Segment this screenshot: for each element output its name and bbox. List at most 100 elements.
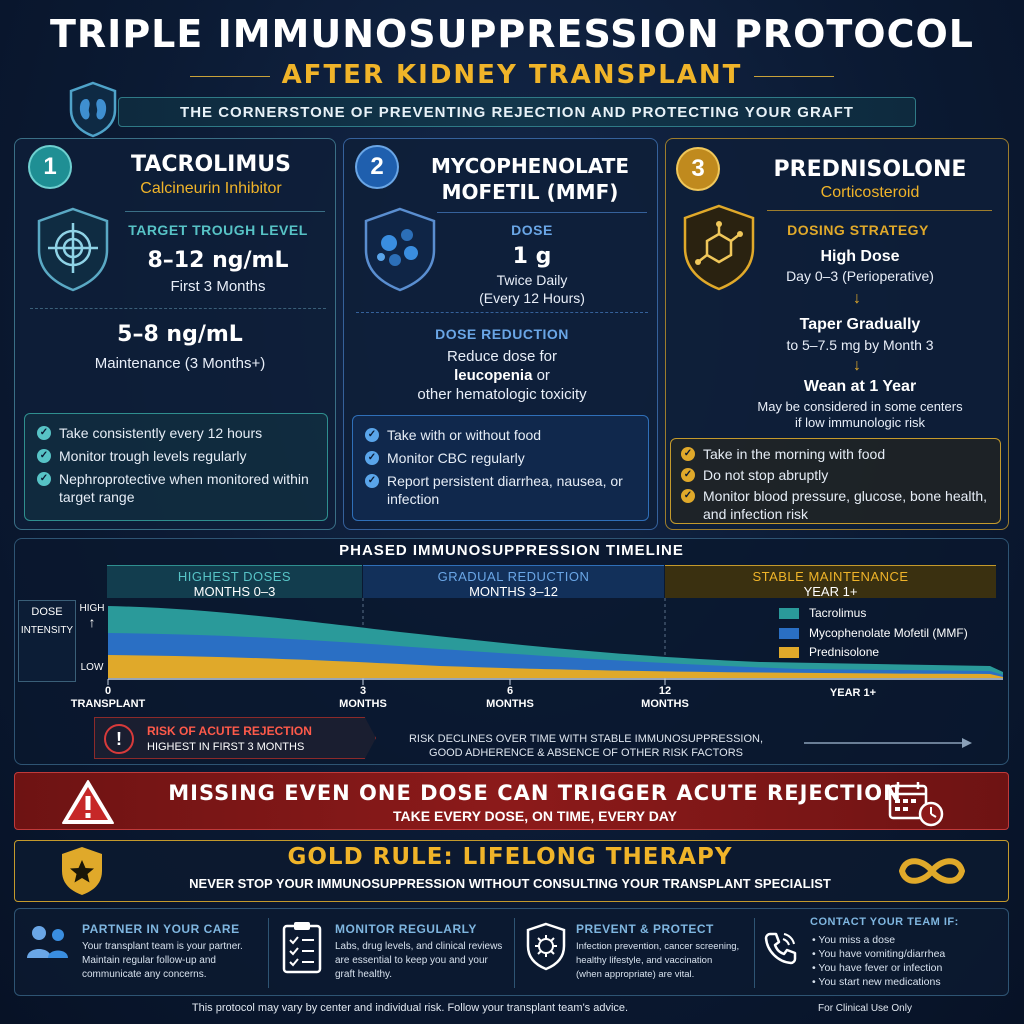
legend-swatch — [779, 646, 799, 658]
dashed-separator — [30, 308, 326, 309]
check-icon: ✓ — [681, 468, 695, 482]
contact-list: • You miss a dose • You have vomiting/di… — [812, 933, 1002, 989]
footer-divider — [514, 918, 515, 988]
reduction-line1: Reduce dose for — [446, 348, 558, 365]
list-item: ✓ Do not stop abruptly — [681, 466, 990, 484]
dose-label: DOSE — [511, 222, 553, 238]
drug-name-prednisolone: PREDNISOLONE — [773, 157, 967, 182]
check-icon: ✓ — [681, 447, 695, 461]
arrow-up-icon: ↑ — [88, 614, 96, 630]
phone-icon — [762, 930, 798, 966]
kidney-shield-icon — [66, 80, 120, 138]
mmf-card — [343, 138, 658, 530]
legend-prednisolone: Prednisolone — [779, 643, 879, 661]
card-number-1: 1 — [30, 147, 70, 187]
mmf-dose-interval: (Every 12 Hours) — [479, 290, 585, 306]
x-tick-year1: YEAR 1+ — [829, 687, 877, 699]
separator — [437, 212, 647, 213]
step-high-dose-note: Day 0–3 (Perioperative) — [786, 268, 934, 284]
check-icon: ✓ — [365, 428, 379, 442]
card-number-2: 2 — [357, 147, 397, 187]
check-icon: ✓ — [37, 449, 51, 463]
footer-divider — [268, 918, 269, 988]
reduction-line3: other hematologic toxicity — [417, 386, 587, 403]
drug-name-mmf-line2: MOFETIL (MMF) — [441, 180, 619, 204]
disclaimer: This protocol may vary by center and ind… — [191, 1002, 629, 1014]
footer-divider — [754, 918, 755, 988]
card-number-3: 3 — [678, 149, 718, 189]
prevent-heading: PREVENT & PROTECT — [576, 922, 714, 936]
y-axis-label-1: DOSE — [31, 606, 63, 618]
separator — [767, 210, 992, 211]
y-axis-label-2: INTENSITY — [20, 625, 74, 636]
legend-swatch — [779, 627, 799, 639]
reduction-line2: leucopenia or — [454, 367, 550, 384]
risk-subtitle: HIGHEST IN FIRST 3 MONTHS — [147, 741, 305, 753]
prednisolone-bullets: ✓ Take in the morning with food ✓ Do not s… — [670, 438, 1001, 524]
drug-class-tacrolimus: Calcineurin Inhibitor — [140, 180, 282, 197]
y-high-label: HIGH — [79, 603, 105, 614]
target-trough-label: TARGET TROUGH LEVEL — [128, 222, 308, 238]
clipboard-icon — [280, 920, 324, 976]
trough-initial-value: 8–12 ng/mL — [147, 248, 289, 273]
prednisolone-card — [665, 138, 1009, 530]
alert-icon: ! — [104, 724, 134, 754]
phase-highest-doses: HIGHEST DOSES MONTHS 0–3 — [107, 565, 362, 599]
target-shield-icon — [32, 205, 114, 295]
check-icon: ✓ — [37, 426, 51, 440]
check-icon: ✓ — [365, 474, 379, 488]
gold-rule-banner — [14, 840, 1009, 902]
list-item: ✓ Monitor blood pressure, glucose, bone h… — [681, 487, 990, 523]
prevent-text: Infection prevention, cancer screening, … — [576, 941, 740, 980]
list-item: ✓ Report persistent diarrhea, nausea, or … — [365, 472, 636, 508]
list-item: ✓ Take in the morning with food — [681, 445, 990, 463]
divider-right — [754, 76, 834, 77]
star-shield-icon — [58, 845, 106, 897]
x-tick-3: 3 MONTHS — [339, 685, 387, 710]
virus-shield-icon — [524, 922, 568, 972]
monitor-text: Labs, drug levels, and clinical reviews … — [335, 941, 503, 980]
tacrolimus-bullets: ✓ Take consistently every 12 hours ✓ Monit… — [24, 413, 328, 521]
list-item: ✓ Monitor trough levels regularly — [37, 447, 315, 465]
arrow-right-icon — [804, 738, 972, 748]
step-wean-note2: if low immunologic risk — [794, 415, 926, 430]
arrow-down-icon: ↓ — [853, 290, 861, 307]
phase-gradual-reduction: GRADUAL REDUCTION MONTHS 3–12 — [363, 565, 664, 599]
separator — [125, 211, 325, 212]
cells-shield-icon — [359, 205, 441, 295]
step-taper: Taper Gradually — [799, 316, 921, 333]
dosing-strategy-label: DOSING STRATEGY — [787, 222, 929, 238]
drug-name-mmf-line1: MYCOPHENOLATE — [430, 154, 630, 178]
partner-heading: PARTNER IN YOUR CARE — [82, 922, 240, 936]
x-tick-6: 6 MONTHS — [486, 685, 534, 710]
mmf-dose-value: 1 g — [512, 244, 552, 269]
list-item: ✓ Monitor CBC regularly — [365, 449, 636, 467]
check-icon: ✓ — [365, 451, 379, 465]
step-wean-note1: May be considered in some centers — [757, 399, 963, 414]
infinity-icon — [894, 852, 970, 890]
list-item: ✓ Take consistently every 12 hours — [37, 424, 315, 442]
y-axis-box — [18, 600, 76, 682]
legend-tacrolimus: Tacrolimus — [779, 604, 866, 622]
trough-maintenance-value: 5–8 ng/mL — [117, 322, 243, 347]
tagline: THE CORNERSTONE OF PREVENTING REJECTION … — [118, 97, 916, 127]
timeline-title: PHASED IMMUNOSUPPRESSION TIMELINE — [339, 542, 684, 559]
contact-heading: CONTACT YOUR TEAM IF: — [810, 916, 959, 928]
list-item: ✓ Take with or without food — [365, 426, 636, 444]
list-item: • You have vomiting/diarrhea — [812, 948, 946, 960]
legend-swatch — [779, 607, 799, 619]
page-title: TRIPLE IMMUNOSUPPRESSION PROTOCOL — [50, 12, 974, 56]
x-tick-0: 0 TRANSPLANT — [70, 685, 146, 710]
legend-mmf: Mycophenolate Mofetil (MMF) — [779, 624, 968, 642]
dashed-separator — [356, 312, 648, 313]
clinical-use-note: For Clinical Use Only — [818, 1003, 912, 1014]
gold-rule-subtitle: NEVER STOP YOUR IMMUNOSUPPRESSION WITHOU… — [189, 876, 831, 891]
y-low-label: LOW — [80, 662, 104, 673]
list-item: • You start new medications — [812, 976, 941, 988]
monitor-heading: MONITOR REGULARLY — [335, 922, 477, 936]
prednisolone-area — [108, 655, 1003, 678]
arrow-down-icon: ↓ — [853, 357, 861, 374]
risk-note: RISK DECLINES OVER TIME WITH STABLE IMMU… — [408, 733, 764, 759]
drug-class-prednisolone: Corticosteroid — [820, 184, 920, 201]
check-icon: ✓ — [681, 489, 695, 503]
